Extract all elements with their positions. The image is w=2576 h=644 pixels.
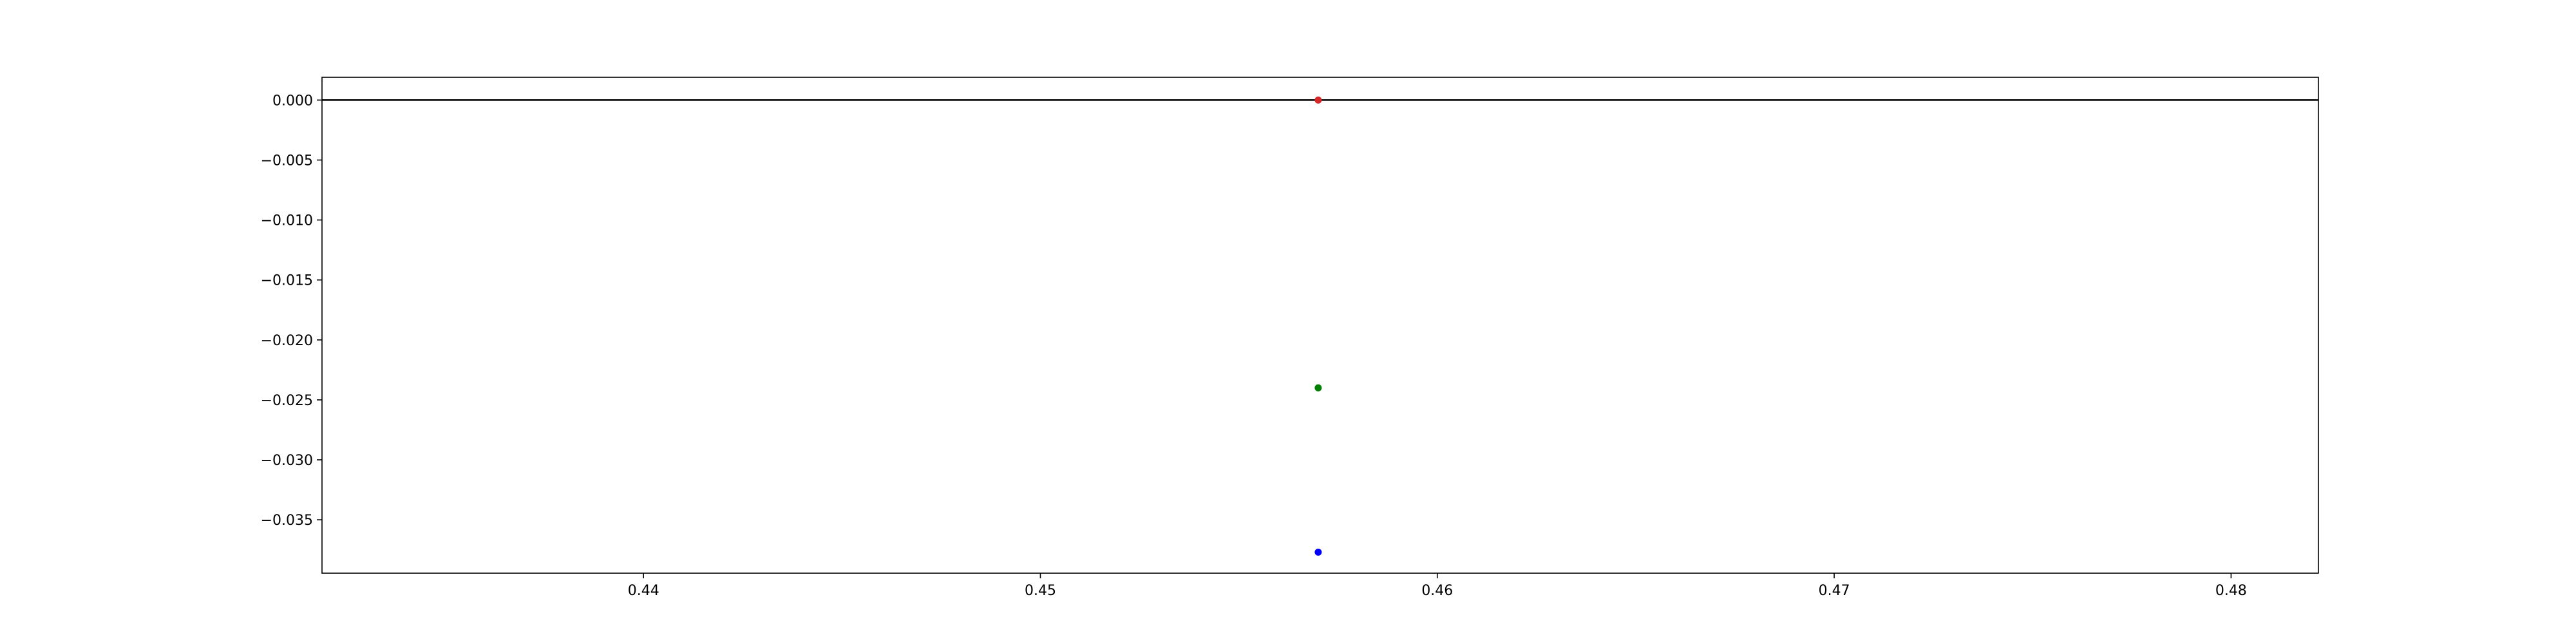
plot-frame [321,77,2319,574]
x-tick-label: 0.45 [1025,583,1056,599]
plot-area [322,77,2318,573]
data-point-1 [1314,384,1322,392]
y-tick-label: −0.030 [261,453,313,469]
data-points [1314,96,1322,556]
data-point-2 [1314,548,1322,556]
data-point-0 [1314,96,1322,104]
x-tick-label: 0.44 [628,583,659,599]
y-tick-label: −0.035 [261,513,313,529]
y-tick-label: −0.005 [261,153,313,169]
y-tick-label: −0.025 [261,393,313,409]
x-tick-label: 0.47 [1819,583,1850,599]
x-tick-label: 0.46 [1421,583,1453,599]
y-tick-label: 0.000 [272,93,313,109]
y-tick-label: −0.015 [261,273,313,289]
x-tick-label: 0.48 [2215,583,2247,599]
y-tick-label: −0.020 [261,333,313,349]
y-axis-ticks: 0.000 −0.005 −0.010 −0.015 −0.020 −0.025 −0.03… [261,93,322,529]
y-tick-label: −0.010 [261,213,313,229]
x-axis-ticks: 0.44 0.45 0.46 0.47 0.48 [628,573,2247,599]
